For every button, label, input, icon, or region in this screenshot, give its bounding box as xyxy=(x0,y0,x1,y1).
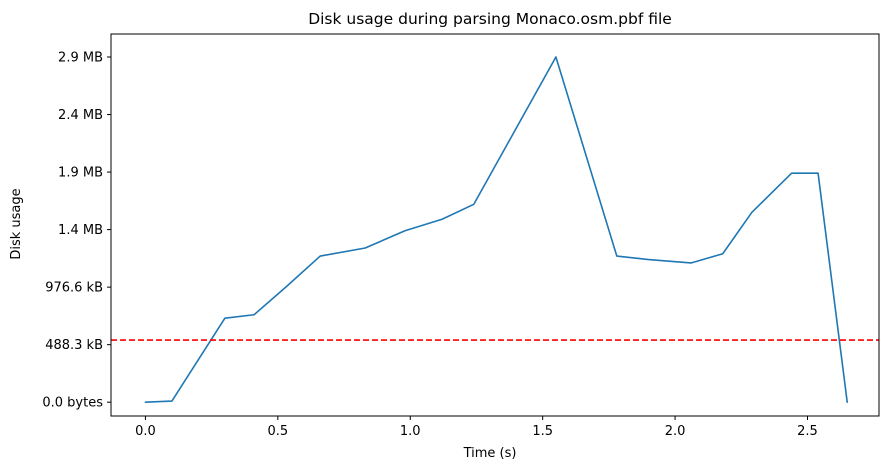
y-tick-label: 0.0 bytes xyxy=(42,396,103,411)
y-tick-label: 2.4 MB xyxy=(58,108,103,123)
y-tick-label: 1.4 MB xyxy=(58,223,103,238)
x-tick-label: 2.0 xyxy=(665,424,686,439)
y-axis: 0.0 bytes 488.3 kB 976.6 kB 1.4 MB 1.9 MB 2.4… xyxy=(42,51,111,411)
chart-title: Disk usage during parsing Monaco.osm.pbf… xyxy=(308,10,672,28)
x-tick-label: 0.0 xyxy=(135,424,156,439)
y-tick-label: 976.6 kB xyxy=(45,281,103,296)
plot-frame xyxy=(110,33,880,417)
series-line-0 xyxy=(144,56,849,403)
x-tick-label: 2.5 xyxy=(797,424,818,439)
plot-area xyxy=(111,56,879,403)
y-axis-label: Disk usage xyxy=(9,188,24,259)
x-tick-label: 0.5 xyxy=(267,424,288,439)
x-tick-label: 1.0 xyxy=(400,424,421,439)
x-tick-label: 1.5 xyxy=(532,424,553,439)
y-tick-label: 1.9 MB xyxy=(58,166,103,181)
x-axis-label: Time (s) xyxy=(463,446,517,461)
x-axis: 0.0 0.5 1.0 1.5 2.0 2.5 xyxy=(135,416,818,439)
y-tick-label: 488.3 kB xyxy=(45,338,103,353)
y-tick-label: 2.9 MB xyxy=(58,51,103,66)
